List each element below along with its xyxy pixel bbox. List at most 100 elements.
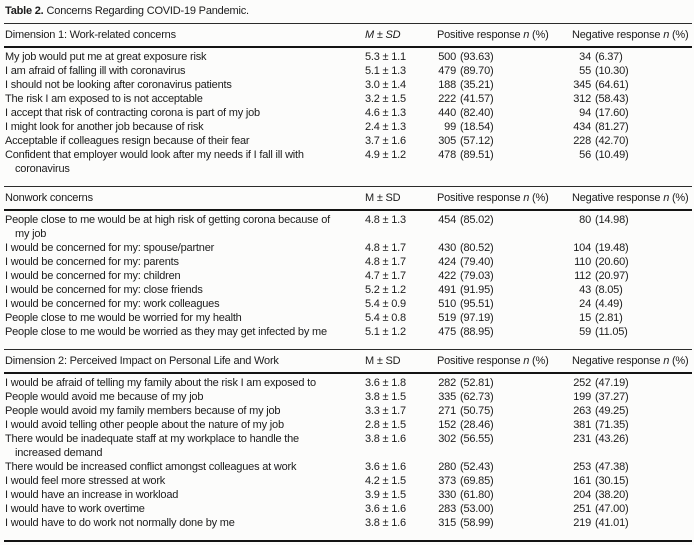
row-label: I would have to do work not normally don… (4, 516, 362, 530)
table-row: I am afraid of falling ill with coronavi… (4, 64, 692, 78)
row-mean-sd: 5.4 ± 0.8 (365, 312, 406, 324)
section-rows: I would be afraid of telling my family a… (4, 374, 692, 540)
row-mean-sd: 3.0 ± 1.4 (365, 79, 406, 91)
table-row: I would be afraid of telling my family a… (4, 376, 692, 390)
row-label-line: There would be increased conflict amongs… (5, 461, 297, 473)
row-negative-response-count: 381 (573, 419, 591, 431)
row-negative-response-count: 263 (573, 405, 591, 417)
row-positive-response-percent: (18.54) (460, 121, 494, 133)
row-positive-response-count: 188 (438, 79, 456, 91)
table-number: Table 2. (5, 5, 44, 17)
row-positive-response-count: 330 (438, 489, 456, 501)
row-negative-response-percent: (58.43) (595, 93, 629, 105)
row-negative-response-count: 228 (573, 135, 591, 147)
row-negative-response-count: 24 (579, 298, 591, 310)
row-negative-response-count: 34 (579, 51, 591, 63)
row-positive-response-count: 500 (438, 51, 456, 63)
row-negative-response-count: 94 (579, 107, 591, 119)
row-positive-response-percent: (80.52) (460, 242, 494, 254)
row-mean-sd: 3.6 ± 1.6 (365, 503, 406, 515)
row-positive-response: 475 (88.95) (430, 325, 569, 339)
row-label-line: I would have an increase in workload (5, 489, 179, 501)
column-header-negative-response: Negative response n (%) (572, 192, 689, 204)
row-label: I would be concerned for my: children (4, 269, 362, 283)
row-label: I would be concerned for my: close frien… (4, 283, 362, 297)
row-negative-response-count: 56 (579, 149, 591, 161)
row-positive-response-percent: (28.46) (460, 419, 494, 431)
row-label-continuation: my job (15, 228, 47, 240)
table-row: I accept that risk of contracting corona… (4, 106, 692, 120)
row-negative-response-count: 434 (573, 121, 591, 133)
row-label: I should not be looking after coronaviru… (4, 78, 362, 92)
row-mean-sd: 3.6 ± 1.6 (365, 461, 406, 473)
row-mean-sd: 3.8 ± 1.5 (365, 391, 406, 403)
row-positive-response: 99 (18.54) (430, 120, 569, 134)
row-positive-response-count: 280 (438, 461, 456, 473)
row-negative-response-count: 161 (573, 475, 591, 487)
row-negative-response-percent: (47.38) (595, 461, 629, 473)
row-label: People close to me would be at high risk… (4, 213, 362, 241)
rule-under-header (4, 372, 692, 374)
row-label-continuation: increased demand (15, 447, 103, 459)
row-negative-response-percent: (43.26) (595, 433, 629, 445)
row-negative-response-percent: (17.60) (595, 107, 629, 119)
table-row: There would be inadequate staff at my wo… (4, 432, 692, 460)
row-label: I would be afraid of telling my family a… (4, 376, 362, 390)
rule-under-header (4, 209, 692, 211)
row-positive-response: 330 (61.80) (430, 488, 569, 502)
row-negative-response-percent: (38.20) (595, 489, 629, 501)
row-positive-response-count: 152 (438, 419, 456, 431)
row-mean-sd: 3.7 ± 1.6 (365, 135, 406, 147)
n-symbol: n (663, 29, 670, 41)
row-label: I would avoid telling other people about… (4, 418, 362, 432)
row-positive-response-count: 302 (438, 433, 456, 445)
row-positive-response: 373 (69.85) (430, 474, 569, 488)
row-label-line: I am afraid of falling ill with coronavi… (5, 65, 186, 77)
row-negative-response-count: 104 (573, 242, 591, 254)
row-positive-response-percent: (93.63) (460, 51, 494, 63)
table-row: I would avoid telling other people about… (4, 418, 692, 432)
row-positive-response-percent: (52.81) (460, 377, 494, 389)
row-negative-response-count: 252 (573, 377, 591, 389)
row-label-line: I would be concerned for my: parents (5, 256, 179, 268)
n-symbol: n (523, 29, 530, 41)
row-positive-response-percent: (89.51) (460, 149, 494, 161)
n-symbol: n (663, 192, 670, 204)
table-row: The risk I am exposed to is not acceptab… (4, 92, 692, 106)
row-mean-sd: 3.3 ± 1.7 (365, 405, 406, 417)
rule-bottom (4, 540, 692, 542)
row-negative-response: 104 (19.48) (569, 241, 692, 255)
row-label-line: I might look for another job because of … (5, 121, 204, 133)
column-header-msd: M ± SD (365, 29, 401, 41)
row-label-line: I would have to do work not normally don… (5, 517, 235, 529)
row-label-line: I would be concerned for my: close frien… (5, 284, 203, 296)
table-row: I would have to do work not normally don… (4, 516, 692, 530)
row-mean-sd: 3.8 ± 1.6 (365, 517, 406, 529)
row-positive-response-count: 373 (438, 475, 456, 487)
row-label-line: I should not be looking after coronaviru… (5, 79, 232, 91)
row-label-continuation: coronavirus (15, 163, 70, 175)
row-negative-response-percent: (30.15) (595, 475, 629, 487)
row-negative-response-count: 231 (573, 433, 591, 445)
row-positive-response-percent: (62.73) (460, 391, 494, 403)
row-negative-response-percent: (49.25) (595, 405, 629, 417)
row-positive-response-percent: (82.40) (460, 107, 494, 119)
n-symbol: n (523, 192, 530, 204)
row-label: I would have to work overtime (4, 502, 362, 516)
row-negative-response: 219 (41.01) (569, 516, 692, 530)
row-label-line: My job would put me at great exposure ri… (5, 51, 207, 63)
row-label: I would be concerned for my: parents (4, 255, 362, 269)
row-positive-response: 478 (89.51) (430, 148, 569, 162)
row-label-line: I would feel more stressed at work (5, 475, 166, 487)
row-positive-response-count: 271 (438, 405, 456, 417)
row-positive-response: 422 (79.03) (430, 269, 569, 283)
row-negative-response-percent: (8.05) (595, 284, 623, 296)
column-header-positive-response: Positive response n (%) (437, 192, 549, 204)
row-positive-response: 315 (58.99) (430, 516, 569, 530)
row-positive-response-count: 424 (438, 256, 456, 268)
table-row: I would be concerned for my: parents 4.8 … (4, 255, 692, 269)
row-positive-response: 282 (52.81) (430, 376, 569, 390)
row-positive-response: 152 (28.46) (430, 418, 569, 432)
row-mean-sd: 5.4 ± 0.9 (365, 298, 406, 310)
